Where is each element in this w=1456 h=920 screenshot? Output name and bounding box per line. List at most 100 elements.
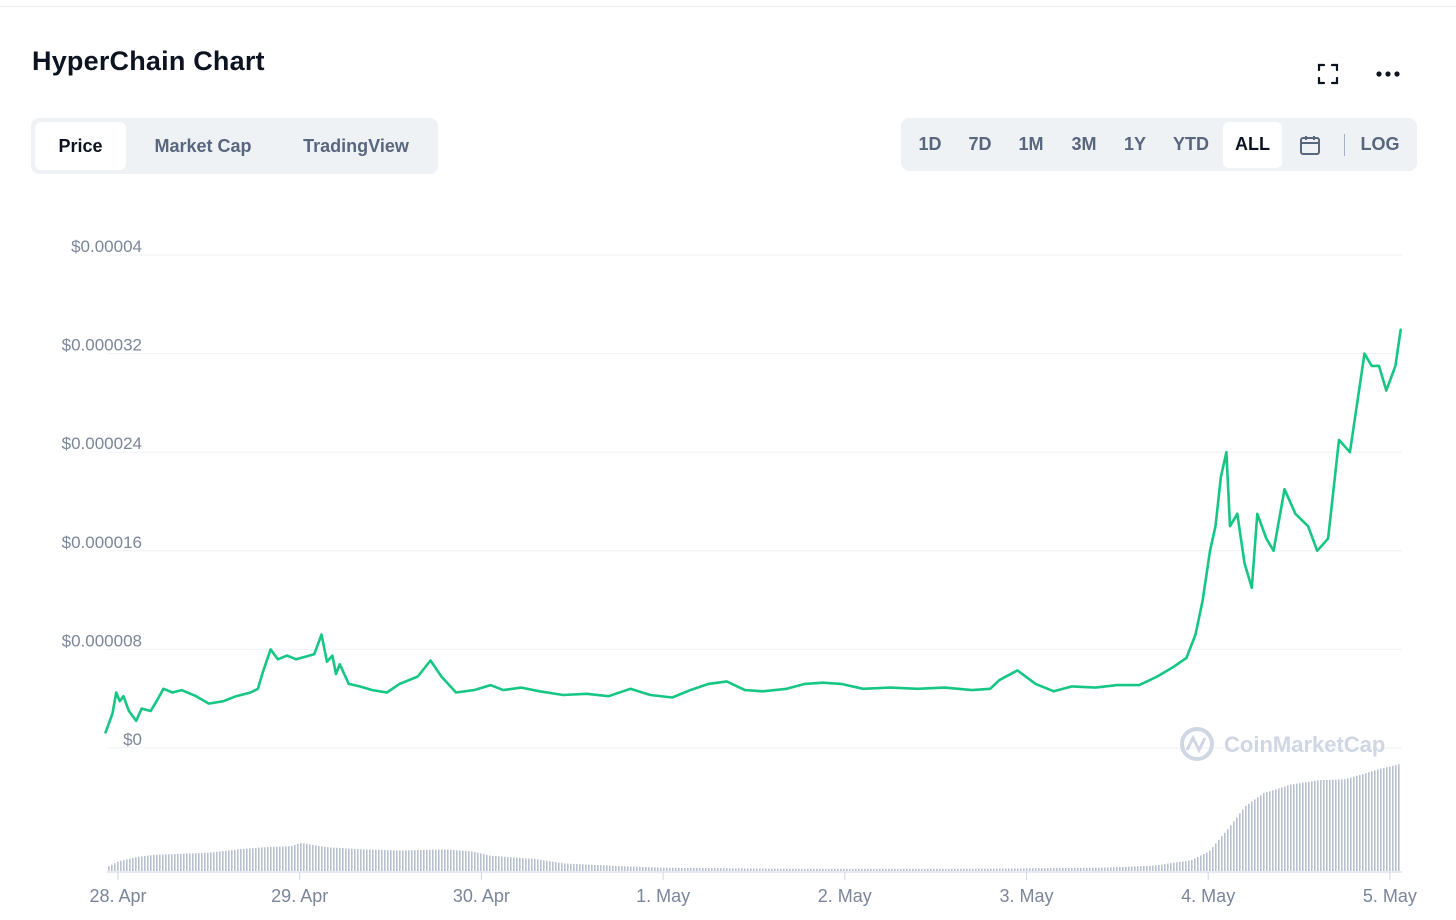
volume-bar xyxy=(1179,861,1181,871)
volume-bar xyxy=(933,868,935,871)
volume-bar xyxy=(174,854,176,871)
volume-bar xyxy=(1215,843,1217,871)
volume-bar xyxy=(1011,868,1013,871)
volume-bar xyxy=(297,843,299,871)
volume-bar xyxy=(1248,803,1250,871)
volume-bar xyxy=(864,868,866,871)
range-1y[interactable]: 1Y xyxy=(1123,134,1147,154)
volume-bar xyxy=(1164,864,1166,871)
volume-bar xyxy=(1182,861,1184,871)
volume-bar xyxy=(432,849,434,871)
volume-bar xyxy=(1047,868,1049,871)
price-point xyxy=(538,690,541,692)
volume-bar xyxy=(894,868,896,871)
grid-lines xyxy=(107,254,1402,749)
volume-bar xyxy=(972,868,974,871)
volume-bar xyxy=(1281,787,1283,871)
volume-bar xyxy=(1107,867,1109,871)
price-point xyxy=(562,694,564,696)
x-tick-label: 5. May xyxy=(1363,886,1417,906)
range-7d[interactable]: 7D xyxy=(968,134,992,154)
volume-bar xyxy=(648,867,650,871)
volume-bar xyxy=(369,849,371,871)
price-point xyxy=(1243,562,1246,564)
top-divider xyxy=(0,6,1456,7)
volume-bar xyxy=(417,850,419,871)
price-point xyxy=(1225,451,1227,453)
more-horizontal-icon[interactable] xyxy=(1372,58,1404,90)
volume-bar xyxy=(786,868,788,871)
volume-bar xyxy=(261,847,263,871)
volume-bar xyxy=(378,849,380,871)
volume-bar xyxy=(1068,867,1070,871)
volume-bar xyxy=(732,868,734,871)
price-point xyxy=(1256,513,1258,515)
volume-bar xyxy=(1104,867,1106,871)
volume-bar xyxy=(1170,863,1172,871)
fullscreen-icon[interactable] xyxy=(1312,58,1344,90)
volume-bar xyxy=(270,846,272,871)
volume-bar xyxy=(885,868,887,871)
volume-bar xyxy=(360,849,362,871)
volume-bar xyxy=(846,868,848,871)
volume-bar xyxy=(567,863,569,871)
volume-bar xyxy=(234,849,236,871)
price-point xyxy=(222,700,224,702)
price-point xyxy=(440,675,442,678)
watermark: CoinMarketCap xyxy=(1180,727,1385,761)
volume-bar xyxy=(855,868,857,871)
range-1m[interactable]: 1M xyxy=(1018,134,1044,154)
volume-bar xyxy=(216,851,218,871)
range-1d[interactable]: 1D xyxy=(918,134,942,154)
x-tick-label: 2. May xyxy=(818,886,872,906)
volume-bar xyxy=(1008,868,1010,871)
price-line-layer xyxy=(104,328,1403,734)
volume-bar xyxy=(792,868,794,871)
price-point xyxy=(128,710,130,712)
price-point xyxy=(386,691,388,694)
volume-bar xyxy=(237,849,239,871)
volume-bar xyxy=(924,868,926,871)
y-tick-label: $0.000016 xyxy=(62,533,142,552)
price-point xyxy=(862,688,864,690)
price-point xyxy=(726,680,728,683)
volume-bar xyxy=(1206,852,1208,871)
volume-bar xyxy=(474,851,476,871)
tab-tradingview[interactable]: TradingView xyxy=(303,135,409,156)
volume-bar xyxy=(621,866,623,871)
calendar-icon[interactable] xyxy=(1282,122,1338,168)
volume-bar xyxy=(1158,864,1160,871)
range-ytd[interactable]: YTD xyxy=(1173,134,1209,154)
volume-bar xyxy=(1221,836,1223,871)
volume-bar xyxy=(1203,854,1205,871)
log-toggle[interactable]: LOG xyxy=(1360,134,1400,154)
volume-bar xyxy=(342,848,344,871)
volume-bar xyxy=(711,868,713,871)
volume-bar xyxy=(861,868,863,871)
price-point xyxy=(1316,550,1318,552)
volume-bar xyxy=(594,864,596,871)
volume-bar xyxy=(468,851,470,871)
price-point xyxy=(1363,353,1366,355)
range-all[interactable]: ALL xyxy=(1223,121,1282,168)
volume-bar xyxy=(435,849,437,871)
volume-bar xyxy=(171,854,173,871)
price-point xyxy=(520,687,523,689)
volume-bar xyxy=(999,868,1001,871)
volume-bar xyxy=(969,868,971,871)
volume-bar xyxy=(990,868,992,871)
volume-bar xyxy=(153,854,155,871)
price-point xyxy=(1378,365,1380,367)
y-axis-labels: $0 $0.000008 $0.000016 $0.000024 $0.000032 $0… xyxy=(62,237,142,749)
volume-bar xyxy=(759,868,761,871)
price-point xyxy=(608,695,610,697)
volume-bar xyxy=(1212,847,1214,871)
volume-bar xyxy=(636,866,638,871)
range-3m[interactable]: 3M xyxy=(1071,134,1097,154)
x-tick-label: 1. May xyxy=(636,886,690,906)
tab-market-cap[interactable]: Market Cap xyxy=(154,135,252,156)
volume-bar xyxy=(1230,825,1232,871)
volume-bar xyxy=(198,853,200,871)
volume-bar xyxy=(714,868,716,871)
tab-price[interactable]: Price xyxy=(35,122,126,170)
